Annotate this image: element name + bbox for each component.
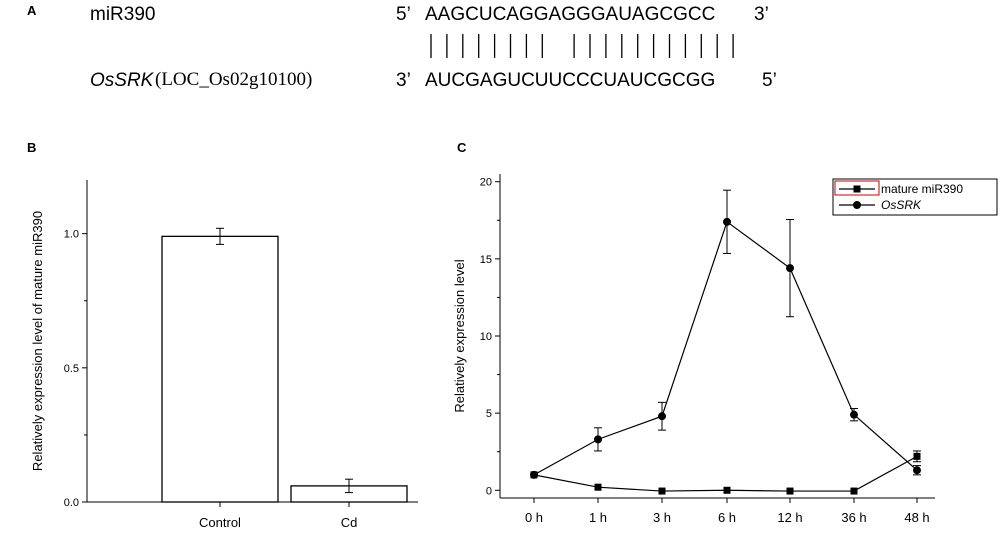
panel-b-label: B xyxy=(27,140,37,155)
x-tick-label: 1 h xyxy=(589,510,607,525)
data-point-circle xyxy=(594,435,602,444)
x-tick-label: 3 h xyxy=(653,510,671,525)
data-point-square xyxy=(594,483,602,491)
series-line-1 xyxy=(533,220,918,476)
x-tick-label: 6 h xyxy=(718,510,736,525)
data-point-circle xyxy=(658,412,666,421)
x-tick-label: 36 h xyxy=(841,510,866,525)
x-tick-label: 0 h xyxy=(525,510,543,525)
mirna-sequence: AAGCUCAGGAGGGAUAGCGCC xyxy=(425,4,716,25)
data-point-circle xyxy=(723,217,731,226)
y-tick-label: 0 xyxy=(486,485,492,497)
legend-box xyxy=(832,178,998,216)
x-tick-label: Control xyxy=(199,515,241,530)
bar-control xyxy=(161,235,279,503)
bar-chart-mirna390-cd: 0.0 0.5 1.0 Control Cd Relatively expression … xyxy=(30,180,418,530)
legend-highlight xyxy=(834,180,880,196)
x-tick-label: 12 h xyxy=(777,510,802,525)
legend-label: OsSRK xyxy=(881,198,922,212)
data-point-square xyxy=(786,487,794,495)
line-chart-time-course: 0 5 10 15 20 0 h 1 h 3 h 6 h 12 h 36 h 48 h Relative… xyxy=(452,174,998,525)
data-point-circle xyxy=(850,410,858,419)
data-point-square xyxy=(913,452,921,460)
y-axis-title: Relatively expression level of mature mi… xyxy=(30,211,45,471)
y-tick-label: 5 xyxy=(486,408,492,420)
y-tick-label: 0.5 xyxy=(64,363,79,375)
y-tick-label: 15 xyxy=(480,254,492,266)
target-gene-name: OsSRK xyxy=(90,70,154,91)
mirna-3prime: 3’ xyxy=(754,4,769,25)
x-tick-label: 48 h xyxy=(904,510,929,525)
mirna-5prime: 5’ xyxy=(396,4,411,25)
y-tick-label: 0.0 xyxy=(64,497,79,509)
mirna-name: miR390 xyxy=(90,4,156,25)
legend-marker-square xyxy=(853,185,861,193)
legend-label: mature miR390 xyxy=(881,182,963,196)
x-tick-label: Cd xyxy=(341,515,358,530)
y-tick-label: 10 xyxy=(480,331,492,343)
target-sequence: AUCGAGUCUUCCCUAUCGCGG xyxy=(425,70,716,91)
target-3prime: 3’ xyxy=(396,70,411,91)
data-point-square xyxy=(850,487,858,495)
y-tick-label: 20 xyxy=(480,177,492,189)
legend-marker-circle xyxy=(853,201,861,209)
target-5prime: 5’ xyxy=(762,70,777,91)
y-axis-title: Relatively expression level xyxy=(452,259,467,412)
y-tick-label: 1.0 xyxy=(64,229,79,241)
data-point-circle xyxy=(530,470,538,479)
base-pairing-lines xyxy=(430,34,734,58)
legend: mature miR390 OsSRK xyxy=(832,178,998,216)
series-line-0 xyxy=(533,455,918,492)
data-point-square xyxy=(723,486,731,494)
data-point-square xyxy=(658,487,666,495)
panel-c-label: C xyxy=(457,140,467,155)
target-locus: (LOC_Os02g10100) xyxy=(155,69,313,90)
data-point-circle xyxy=(786,264,794,273)
data-point-circle xyxy=(913,466,921,475)
panel-a-label: A xyxy=(27,3,37,18)
